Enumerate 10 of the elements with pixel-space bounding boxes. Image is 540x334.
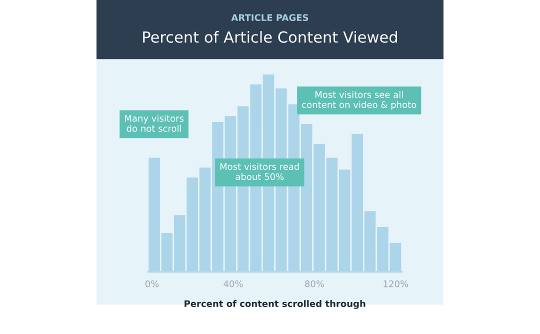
chart-subtitle: ARTICLE PAGES [231,14,308,21]
chart-title: Percent of Article Content Viewed [143,31,397,43]
annotation: Most visitors see all content on video & photo [302,90,416,110]
x-axis-title: Percent of content scrolled through [184,300,366,309]
x-tick-label: 120% [384,280,408,288]
annotation: Most visitors read about 50% [220,162,299,180]
x-tick-label: 80% [305,280,324,288]
x-tick-label: 40% [224,280,243,288]
annotation: Many visitors do not scroll [125,114,184,132]
x-tick-label: 0% [145,280,159,288]
